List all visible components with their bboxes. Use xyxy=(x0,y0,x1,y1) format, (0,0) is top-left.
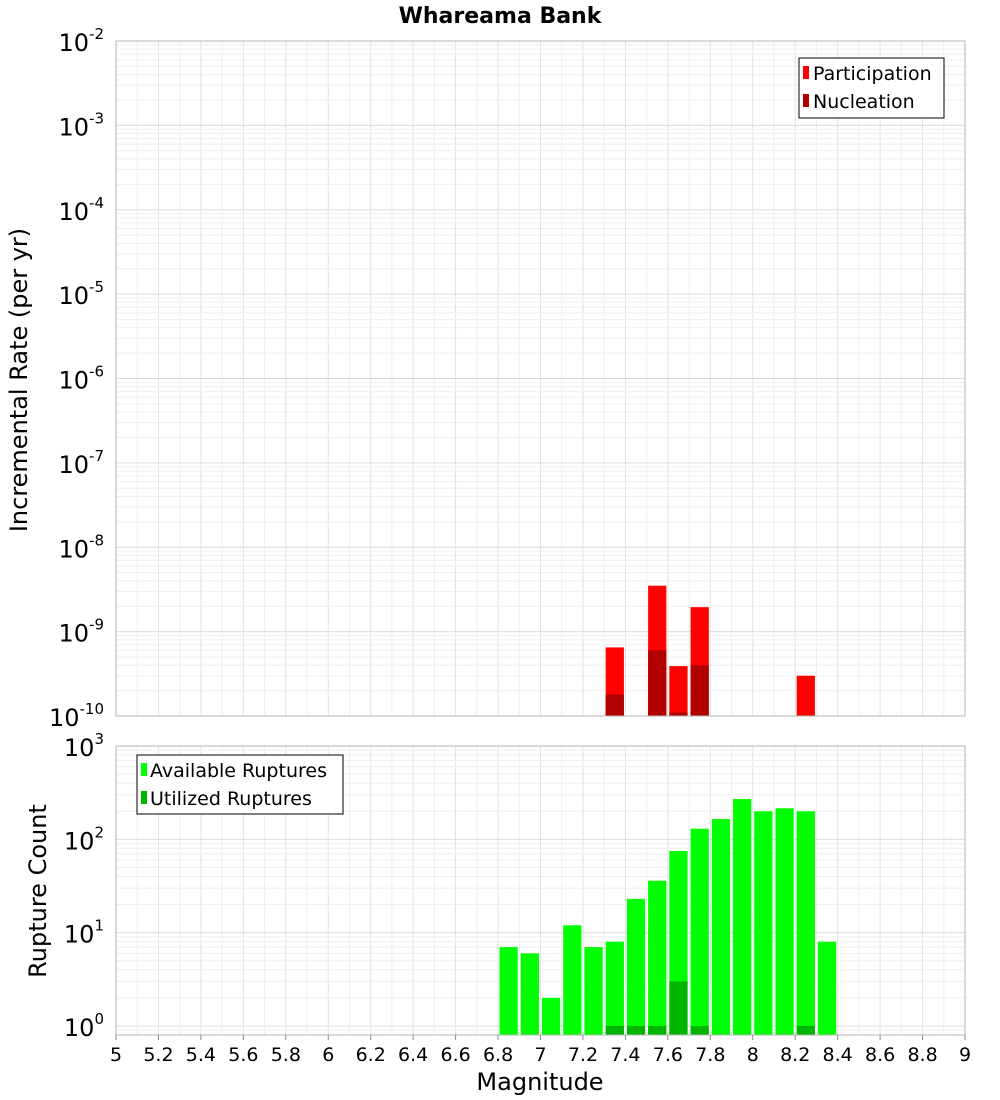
x-tick-label: 8.2 xyxy=(780,1044,810,1066)
y-tick-label: 10-4 xyxy=(58,194,104,226)
rate-plot-legend: Participation Nucleation xyxy=(798,57,945,119)
legend-swatch-nucleation xyxy=(803,94,809,107)
x-tick-label: 7 xyxy=(534,1044,546,1066)
y-tick-label: 100 xyxy=(64,1010,104,1042)
y-tick-label: 10-3 xyxy=(58,109,104,141)
rate-plot-bars xyxy=(605,585,815,716)
rate-plot-y-ticks: 10-10 10-9 10-8 10-7 10-6 10-5 10-4 10-3 10-2 xyxy=(49,25,104,732)
x-tick-label: 9 xyxy=(959,1044,971,1066)
x-tick-label: 7.8 xyxy=(695,1044,725,1066)
y-tick-label: 10-7 xyxy=(58,447,104,479)
rate-bar-nucleation xyxy=(648,650,667,716)
y-tick-label: 10-5 xyxy=(58,278,104,310)
count-bar-available-ruptures xyxy=(733,799,752,1035)
y-tick-label: 10-6 xyxy=(58,363,104,395)
count-bar-available-ruptures xyxy=(775,808,794,1035)
x-tick-label: 6.4 xyxy=(398,1044,428,1066)
rate-plot-legend-box xyxy=(798,57,945,119)
rate-bar-nucleation xyxy=(669,712,688,716)
count-plot-y-axis-title: Rupture Count xyxy=(24,804,52,978)
count-bar-available-ruptures xyxy=(542,997,561,1035)
y-tick-label: 101 xyxy=(64,917,104,949)
x-tick-label: 8.6 xyxy=(865,1044,895,1066)
x-tick-label: 8 xyxy=(747,1044,759,1066)
x-tick-label: 6 xyxy=(322,1044,334,1066)
count-bar-utilized-ruptures xyxy=(690,1025,709,1035)
count-bar-available-ruptures xyxy=(584,947,603,1035)
y-tick-label: 102 xyxy=(64,823,104,855)
legend-swatch-participation xyxy=(803,66,809,79)
x-tick-label: 6.8 xyxy=(483,1044,513,1066)
count-plot-bars xyxy=(499,799,837,1035)
count-plot-x-ticks: 5 5.2 5.4 5.6 5.8 6 6.2 6.4 6.6 6.8 7 7.2 7.4 7.6 7.8 8… xyxy=(110,1035,971,1066)
count-plot-legend: Available Ruptures Utilized Ruptures xyxy=(136,754,344,815)
count-bar-utilized-ruptures xyxy=(669,981,688,1035)
count-bar-available-ruptures xyxy=(520,953,539,1035)
count-plot-legend-box xyxy=(136,754,344,815)
rate-bar-nucleation xyxy=(605,694,624,716)
x-tick-label: 7.4 xyxy=(610,1044,640,1066)
x-tick-label: 6.2 xyxy=(356,1044,386,1066)
count-plot-y-ticks: 100 101 102 103 xyxy=(64,730,104,1042)
legend-swatch-utilized xyxy=(141,791,147,804)
rate-plot: 10-10 10-9 10-8 10-7 10-6 10-5 10-4 10-3 10-2 In… xyxy=(5,25,966,732)
count-bar-available-ruptures xyxy=(754,811,773,1035)
legend-label-available: Available Ruptures xyxy=(150,760,327,782)
x-tick-label: 5 xyxy=(110,1044,122,1066)
count-bar-available-ruptures xyxy=(796,811,815,1035)
count-bar-utilized-ruptures xyxy=(605,1025,624,1035)
rate-plot-y-axis-title: Incremental Rate (per yr) xyxy=(5,228,33,532)
x-tick-label: 8.4 xyxy=(823,1044,853,1066)
count-bar-available-ruptures xyxy=(499,947,518,1035)
legend-label-participation: Participation xyxy=(813,63,932,85)
x-tick-label: 5.2 xyxy=(143,1044,173,1066)
rate-plot-frame xyxy=(115,40,966,717)
legend-swatch-available xyxy=(141,763,147,776)
x-tick-label: 8.8 xyxy=(907,1044,937,1066)
count-bar-utilized-ruptures xyxy=(648,1025,667,1035)
x-tick-label: 7.2 xyxy=(568,1044,598,1066)
y-tick-label: 10-9 xyxy=(58,616,104,648)
count-bar-available-ruptures xyxy=(648,880,667,1035)
rate-plot-grid xyxy=(115,40,966,717)
x-tick-label: 5.4 xyxy=(186,1044,216,1066)
rate-bar-participation xyxy=(796,675,815,716)
y-tick-label: 103 xyxy=(64,730,104,762)
y-tick-label: 10-2 xyxy=(58,25,104,57)
y-tick-label: 10-8 xyxy=(58,531,104,563)
x-tick-label: 6.6 xyxy=(440,1044,470,1066)
count-bar-available-ruptures xyxy=(563,925,582,1035)
count-bar-available-ruptures xyxy=(605,941,624,1035)
count-bar-available-ruptures xyxy=(626,898,646,1035)
x-tick-label: 5.8 xyxy=(271,1044,301,1066)
y-tick-label: 10-10 xyxy=(49,700,104,732)
rate-bar-nucleation xyxy=(690,665,709,716)
count-bar-available-ruptures xyxy=(690,828,709,1035)
count-bar-available-ruptures xyxy=(711,819,731,1035)
legend-label-nucleation: Nucleation xyxy=(813,91,915,113)
count-bar-utilized-ruptures xyxy=(626,1025,646,1035)
rate-bar-participation xyxy=(669,666,688,716)
x-axis-title: Magnitude xyxy=(476,1068,603,1096)
count-bar-available-ruptures xyxy=(817,941,837,1035)
count-bar-utilized-ruptures xyxy=(796,1025,815,1035)
legend-label-utilized: Utilized Ruptures xyxy=(150,788,312,810)
x-tick-label: 5.6 xyxy=(228,1044,258,1066)
count-plot: 100 101 102 103 5 5.2 5.4 5.6 5.8 6 6.2 6.4 6.6 6.8 7… xyxy=(24,730,971,1096)
chart-title: Whareama Bank xyxy=(399,4,603,29)
x-tick-label: 7.6 xyxy=(653,1044,683,1066)
